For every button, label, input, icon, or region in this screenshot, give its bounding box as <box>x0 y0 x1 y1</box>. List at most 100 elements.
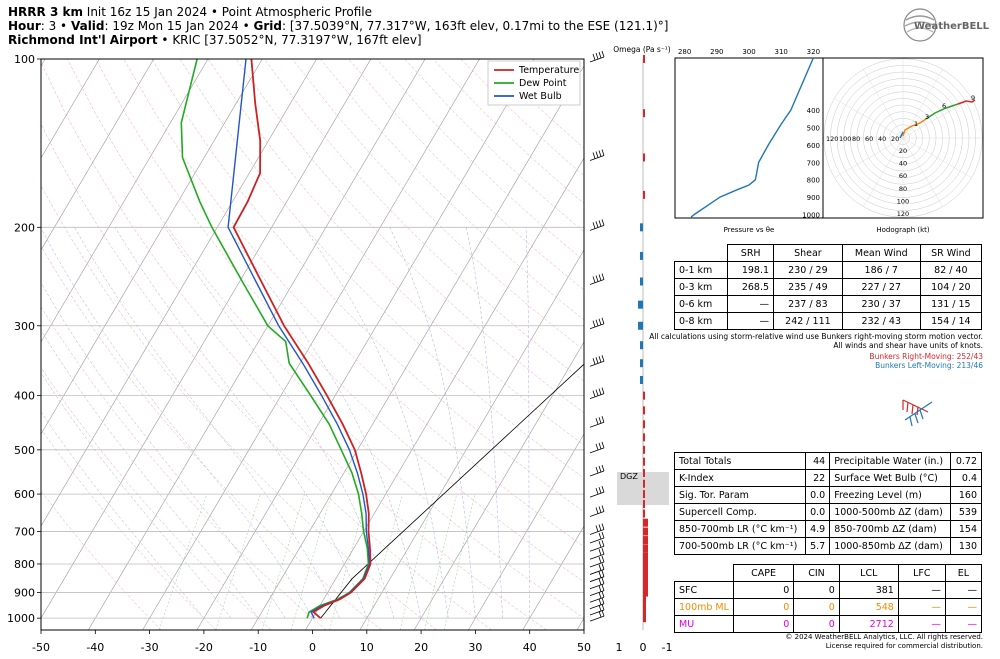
wind-barb-flag <box>592 390 596 397</box>
wind-barb-staff <box>589 596 605 603</box>
dgz-label: DGZ <box>620 472 638 481</box>
wind-barb-flag <box>595 389 599 396</box>
wind-barb-flag <box>601 540 605 547</box>
y-tick-label: 600 <box>14 488 35 501</box>
wind-barb-flag <box>601 416 605 423</box>
mean-wind-value: 227 / 27 <box>841 278 921 296</box>
wind-barb <box>589 563 605 575</box>
cape-table: CAPE CIN LCL LFC EL SFC 0 0 381 — — 100m… <box>674 564 983 633</box>
el-value: — <box>944 598 983 616</box>
isotherm <box>196 59 535 630</box>
layer-label: 0-1 km <box>673 261 729 279</box>
copyright: © 2024 WeatherBELL Analytics, LLC. All r… <box>785 633 983 641</box>
omega-bar <box>640 277 643 286</box>
hodograph-spoke <box>834 98 904 139</box>
wind-barb-flag <box>601 584 605 591</box>
layer-label: 0-6 km <box>673 295 729 313</box>
shear-value: 237 / 83 <box>773 295 843 313</box>
table-row: SFC 0 0 381 — — <box>674 581 983 599</box>
theta-e-y-tick: 800 <box>807 177 820 185</box>
wind-barb-staff <box>589 569 605 575</box>
wind-barb-flag <box>598 598 602 605</box>
theta-e-x-tick: 320 <box>807 48 820 56</box>
lfc-value: — <box>897 581 946 599</box>
hodograph-x-label: 20 <box>891 135 899 143</box>
wind-barb-flag <box>598 220 602 227</box>
omega-bar <box>643 567 648 576</box>
x-tick-label: 50 <box>577 641 591 654</box>
wind-barb-flag <box>598 388 602 395</box>
dry-adiabat <box>41 61 547 630</box>
omega-bar <box>643 190 645 199</box>
mixing-ratio-line <box>158 494 208 630</box>
x-tick-label: -50 <box>32 641 50 654</box>
isotherm <box>41 59 372 619</box>
dry-adiabat <box>41 428 217 630</box>
table-row: K-Index 22 Surface Wet Bulb (°C) 0.4 <box>674 469 982 487</box>
table-row: 0-6 km — 237 / 83 230 / 37 131 / 15 <box>673 295 983 313</box>
srh-value: — <box>727 295 775 313</box>
omega-bar <box>643 406 645 415</box>
index-label: Total Totals <box>674 452 806 470</box>
dry-adiabat <box>41 306 327 630</box>
grid-label: Grid <box>253 19 283 33</box>
mixing-ratio-line <box>443 494 476 630</box>
wind-barb-flag <box>595 221 599 228</box>
wind-barb-staff <box>589 279 605 285</box>
omega-bar <box>643 420 645 429</box>
wind-barb-staff <box>589 529 605 535</box>
cin-header: CIN <box>793 564 840 582</box>
wind-barb-flag <box>601 603 605 611</box>
wind-barb-flag <box>598 465 602 473</box>
wind-barb-flag <box>592 53 596 61</box>
wind-barb <box>589 603 605 616</box>
omega-bar <box>643 581 648 590</box>
wind-barb-flag <box>598 532 602 540</box>
bunkers-left: Bunkers Left-Moving: 213/46 <box>875 361 983 370</box>
weatherbell-logo: WeatherBELL <box>903 8 990 42</box>
y-tick-label: 500 <box>14 444 35 457</box>
hodograph-x-label: 120 <box>826 135 838 143</box>
lcl-value: 548 <box>838 598 899 616</box>
hodograph-y-label: 100 <box>897 197 909 205</box>
omega-bar <box>643 468 645 477</box>
wind-barb <box>589 317 605 330</box>
x-tick-label: 30 <box>468 641 482 654</box>
dry-adiabat <box>41 123 492 630</box>
isotherm <box>41 59 46 67</box>
omega-panel: Omega (Pa s⁻¹) DGZ 1 0 -1 <box>613 45 672 654</box>
index-value: 539 <box>950 503 982 521</box>
x-tick-label: -20 <box>195 641 213 654</box>
omega-bar <box>643 559 648 568</box>
wind-barb-flag <box>598 604 602 612</box>
mixing-ratio-line <box>366 494 403 630</box>
hodograph-spoke <box>902 137 972 178</box>
wind-barb-staff <box>589 576 605 583</box>
hodograph-x-label: 100 <box>839 135 851 143</box>
lfc-header: LFC <box>897 564 946 582</box>
cape-value: 0 <box>732 615 795 633</box>
wetbulb-profile <box>227 59 371 619</box>
wind-barb-flag <box>595 418 599 425</box>
wind-barb <box>589 387 605 400</box>
index-label: Supercell Comp. <box>674 503 806 521</box>
wind-barb-flag <box>598 506 602 513</box>
omega-tick-1: 1 <box>616 641 623 654</box>
moist-adiabat <box>41 227 313 619</box>
omega-bar <box>640 375 643 384</box>
cin-value: 0 <box>793 615 840 633</box>
theta-e-panel: 280 290 300 310 320 400 500 600 700 800 900 1000 Pr… <box>674 48 824 234</box>
sr-wind-value: 104 / 20 <box>919 278 983 296</box>
index-label: 850-700mb ΔZ (dam) <box>829 520 952 538</box>
mean-wind-value: 232 / 43 <box>841 312 921 330</box>
sr-wind-value: 131 / 15 <box>919 295 983 313</box>
wind-barb-flag <box>601 563 605 570</box>
dry-adiabat <box>41 184 437 630</box>
grid-value: : [37.5039°N, 77.317°W, 163ft elev, 0.17… <box>282 19 669 33</box>
omega-bar <box>638 321 643 330</box>
wind-barb-staff <box>589 561 605 568</box>
omega-bar <box>643 509 645 518</box>
legend: Temperature Dew Point Wet Bulb <box>487 60 581 106</box>
omega-bar <box>643 601 646 610</box>
